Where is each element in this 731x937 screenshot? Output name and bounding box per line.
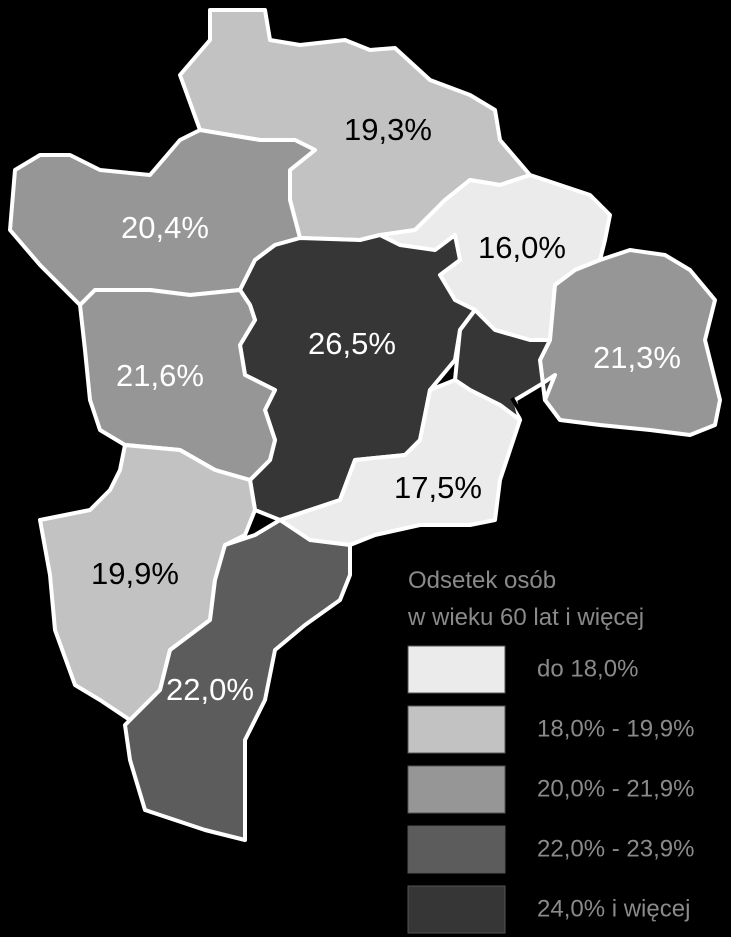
legend-title-line2: w wieku 60 lat i więcej (407, 604, 644, 631)
region-label-northeast: 16,0% (478, 230, 566, 265)
legend-label-1: 18,0% - 19,9% (537, 715, 694, 742)
legend-swatch-1 (407, 705, 506, 754)
region-west (78, 288, 277, 482)
legend-swatch-2 (407, 765, 506, 814)
region-label-southwest: 19,9% (91, 556, 179, 591)
region-label-east: 21,3% (593, 340, 681, 375)
legend-swatch-3 (407, 825, 506, 874)
region-label-south-center: 17,5% (394, 470, 482, 505)
connector-line (510, 396, 542, 447)
legend: Odsetek osób w wieku 60 lat i więcej do … (407, 567, 694, 934)
legend-label-3: 22,0% - 23,9% (537, 835, 694, 862)
legend-label-2: 20,0% - 21,9% (537, 775, 694, 802)
legend-swatch-4 (407, 885, 506, 934)
region-label-northwest: 20,4% (121, 210, 209, 245)
legend-label-0: do 18,0% (537, 655, 638, 682)
region-label-north: 19,3% (344, 112, 432, 147)
region-south-center (278, 378, 522, 547)
legend-title-line1: Odsetek osób (408, 567, 556, 594)
region-south (123, 518, 352, 842)
region-label-west: 21,6% (116, 358, 204, 393)
region-label-center: 26,5% (308, 326, 396, 361)
legend-label-4: 24,0% i więcej (537, 895, 690, 922)
legend-swatch-0 (407, 645, 506, 694)
region-label-south: 22,0% (166, 672, 254, 707)
